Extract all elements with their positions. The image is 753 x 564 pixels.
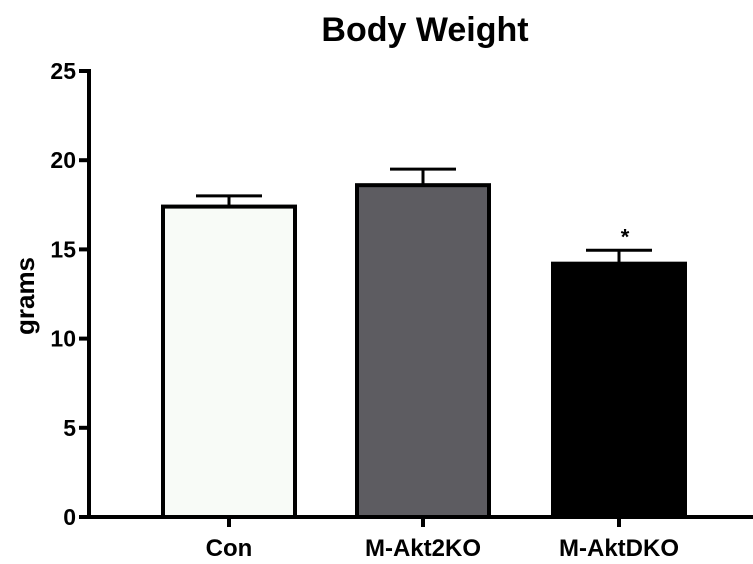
y-tick-label: 5: [63, 415, 76, 441]
bars-layer: *: [161, 167, 687, 519]
bar-m-aktdko: [551, 261, 687, 519]
y-tick-label: 20: [50, 147, 76, 173]
y-tick-label: 0: [63, 504, 76, 530]
x-tick-label: M-AktDKO: [559, 535, 679, 562]
bar-con: [161, 204, 297, 519]
axes-layer: Con M-Akt2KO M-AktDKO 0 5 10 15 20 25: [50, 58, 753, 562]
y-tick-label: 25: [50, 58, 76, 84]
chart-title: Body Weight: [321, 11, 528, 49]
significance-marker: *: [621, 224, 630, 249]
bar-m-akt2ko: [355, 183, 491, 519]
y-tick-label: 10: [50, 326, 76, 352]
x-tick-label: Con: [206, 535, 253, 562]
x-tick-label: M-Akt2KO: [365, 535, 481, 562]
y-axis-label: grams: [10, 257, 40, 335]
y-tick-label: 15: [50, 236, 76, 262]
